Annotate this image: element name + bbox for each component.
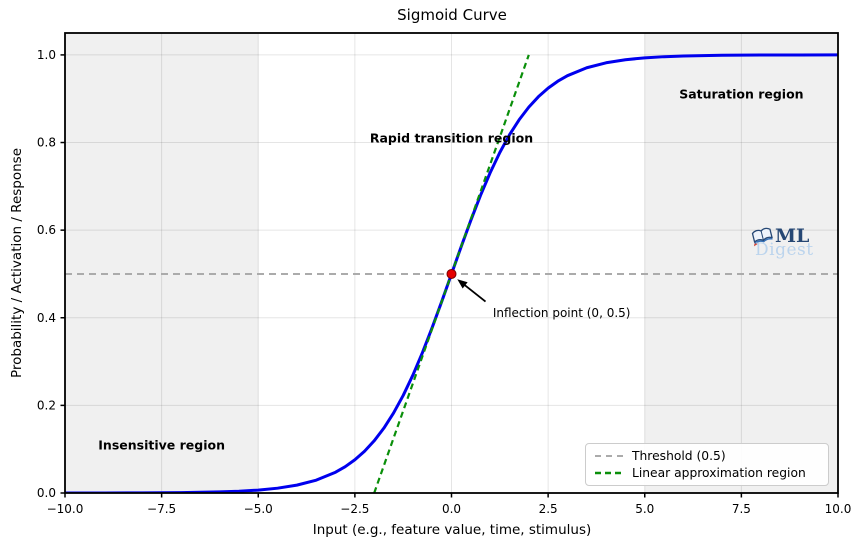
annotation-arrow-shaft <box>463 283 487 303</box>
x-tick-label: 0.0 <box>442 502 461 516</box>
inflection-annotation-text: Inflection point (0, 0.5) <box>492 306 631 321</box>
x-tick-label: 7.5 <box>732 502 751 516</box>
y-tick-label: 0.0 <box>37 486 56 500</box>
y-axis-label: Probability / Activation / Response <box>9 147 25 379</box>
legend-entry-threshold: Threshold (0.5) <box>594 447 819 464</box>
book-icon <box>751 227 773 247</box>
axes-background <box>65 33 838 493</box>
legend-box: Threshold (0.5) Linear approximation reg… <box>585 443 829 486</box>
x-tick-label: −5.0 <box>244 502 273 516</box>
x-tick-label: −2.5 <box>340 502 369 516</box>
watermark-digest-text: Digest <box>755 240 814 260</box>
linear-approximation-dash-swatch <box>595 471 623 474</box>
x-tick-label: 10.0 <box>825 502 852 516</box>
y-tick-label: 0.6 <box>37 223 56 237</box>
x-tick-label: −10.0 <box>47 502 84 516</box>
saturation-region-label: Saturation region <box>679 86 804 102</box>
insensitive-shade <box>65 33 259 493</box>
legend-entry-linear-approximation: Linear approximation region <box>594 464 819 481</box>
threshold-dash-swatch <box>595 454 623 457</box>
watermark-top-row: ML <box>751 226 814 247</box>
y-tick-label: 0.4 <box>37 311 56 325</box>
inflection-point-dot <box>446 268 457 279</box>
watermark-ml-text: ML <box>775 225 810 247</box>
legend-label-threshold: Threshold (0.5) <box>632 448 726 463</box>
chart-title: Sigmoid Curve <box>397 6 507 24</box>
y-tick-label: 1.0 <box>37 48 56 62</box>
y-tick-label: 0.2 <box>37 398 56 412</box>
ml-digest-watermark: ML Digest <box>751 226 814 259</box>
saturation-shade <box>644 33 838 493</box>
x-axis-label: Input (e.g., feature value, time, stimul… <box>312 522 592 538</box>
y-tick-label: 0.8 <box>37 136 56 150</box>
legend-label-linear-approximation: Linear approximation region <box>632 465 806 480</box>
x-tick-label: 2.5 <box>539 502 558 516</box>
annotation-arrow-head <box>457 279 468 289</box>
x-tick-label: 5.0 <box>635 502 654 516</box>
x-tick-label: −7.5 <box>147 502 176 516</box>
rapid-transition-region-label: Rapid transition region <box>369 130 534 146</box>
insensitive-region-label: Insensitive region <box>98 437 225 453</box>
